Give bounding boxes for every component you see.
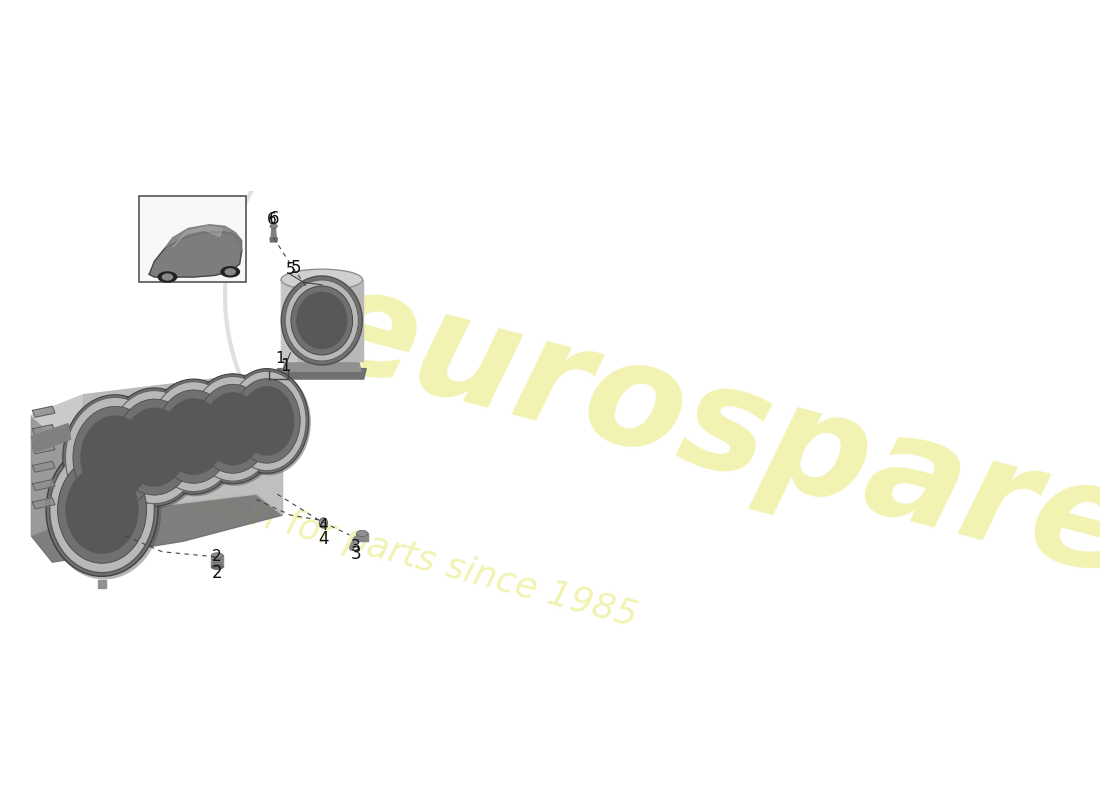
- Polygon shape: [280, 280, 296, 361]
- Polygon shape: [32, 394, 84, 536]
- Ellipse shape: [211, 553, 223, 558]
- Polygon shape: [32, 406, 55, 418]
- Ellipse shape: [122, 407, 187, 486]
- Ellipse shape: [47, 445, 162, 579]
- Ellipse shape: [211, 564, 223, 570]
- Ellipse shape: [321, 520, 326, 526]
- Polygon shape: [211, 555, 223, 567]
- Polygon shape: [270, 238, 277, 242]
- Polygon shape: [32, 425, 55, 435]
- Ellipse shape: [157, 271, 177, 282]
- Polygon shape: [32, 462, 55, 472]
- Ellipse shape: [226, 369, 309, 474]
- Ellipse shape: [228, 371, 306, 470]
- Ellipse shape: [147, 380, 243, 496]
- Ellipse shape: [80, 415, 150, 500]
- Ellipse shape: [146, 379, 241, 494]
- Ellipse shape: [106, 388, 204, 506]
- Ellipse shape: [65, 398, 165, 518]
- Text: 3: 3: [351, 539, 361, 554]
- Ellipse shape: [50, 447, 154, 573]
- Polygon shape: [173, 226, 222, 247]
- Ellipse shape: [46, 443, 158, 576]
- Ellipse shape: [296, 292, 348, 350]
- Ellipse shape: [224, 268, 236, 275]
- Ellipse shape: [187, 374, 278, 484]
- Ellipse shape: [280, 269, 363, 290]
- Text: 4: 4: [318, 530, 329, 548]
- Ellipse shape: [202, 392, 263, 466]
- Ellipse shape: [162, 274, 173, 281]
- Text: 1: 1: [279, 357, 290, 375]
- Ellipse shape: [233, 378, 300, 463]
- Polygon shape: [283, 361, 361, 371]
- Polygon shape: [32, 479, 55, 490]
- Ellipse shape: [282, 276, 362, 365]
- Ellipse shape: [285, 280, 359, 361]
- Polygon shape: [32, 494, 283, 562]
- Polygon shape: [84, 374, 283, 515]
- Text: 5: 5: [286, 262, 295, 277]
- Polygon shape: [98, 580, 107, 588]
- Ellipse shape: [190, 377, 276, 481]
- Ellipse shape: [65, 466, 139, 554]
- Polygon shape: [165, 225, 242, 251]
- Polygon shape: [271, 226, 276, 238]
- Ellipse shape: [197, 384, 270, 474]
- Polygon shape: [32, 498, 55, 509]
- Text: 6: 6: [268, 210, 279, 229]
- Ellipse shape: [163, 398, 224, 475]
- Ellipse shape: [107, 389, 205, 508]
- Ellipse shape: [240, 386, 295, 456]
- Text: eurospares: eurospares: [304, 254, 1100, 630]
- Text: 2: 2: [212, 550, 222, 565]
- Ellipse shape: [270, 224, 277, 228]
- Polygon shape: [277, 369, 366, 379]
- Ellipse shape: [356, 530, 367, 537]
- Ellipse shape: [64, 396, 169, 522]
- Ellipse shape: [116, 399, 194, 495]
- Polygon shape: [32, 443, 55, 454]
- Polygon shape: [32, 374, 283, 434]
- Text: 1: 1: [275, 350, 285, 366]
- Ellipse shape: [290, 286, 353, 355]
- Ellipse shape: [57, 457, 146, 563]
- Text: 5: 5: [290, 259, 301, 277]
- Ellipse shape: [220, 266, 240, 278]
- Text: 4: 4: [319, 518, 328, 533]
- Ellipse shape: [63, 394, 167, 520]
- Bar: [139, 196, 246, 282]
- Polygon shape: [32, 423, 70, 452]
- Polygon shape: [280, 280, 363, 361]
- Ellipse shape: [226, 370, 311, 475]
- Ellipse shape: [108, 390, 200, 504]
- Ellipse shape: [188, 375, 280, 486]
- Text: a passion for parts since 1985: a passion for parts since 1985: [104, 459, 640, 634]
- Text: 2: 2: [212, 564, 222, 582]
- Ellipse shape: [150, 382, 238, 491]
- Ellipse shape: [156, 390, 231, 483]
- Polygon shape: [150, 231, 242, 277]
- Ellipse shape: [73, 406, 157, 509]
- Text: 6: 6: [267, 212, 277, 227]
- Ellipse shape: [319, 518, 328, 528]
- Text: 3: 3: [351, 546, 361, 563]
- Polygon shape: [355, 534, 368, 542]
